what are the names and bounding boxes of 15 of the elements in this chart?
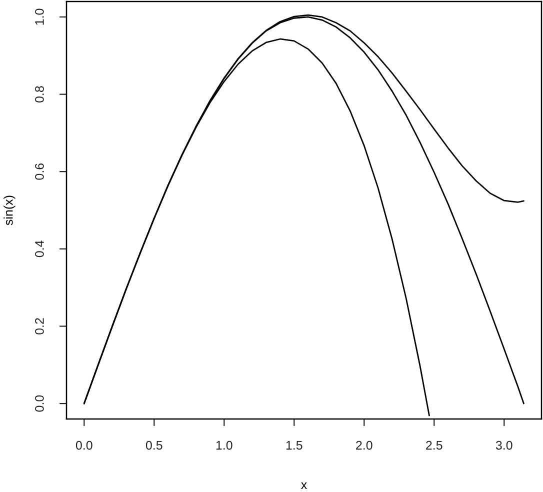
x-tick-label: 0.5 bbox=[146, 440, 162, 450]
y-tick-label: 0.2 bbox=[35, 318, 44, 334]
y-tick-label: 0.8 bbox=[35, 86, 44, 102]
y-tick-label: 1.0 bbox=[35, 8, 44, 25]
x-tick-label: 0.0 bbox=[76, 440, 92, 450]
x-tick-label: 2.5 bbox=[426, 440, 442, 450]
y-axis-title: sin(x) bbox=[4, 196, 16, 226]
x-tick-label: 1.5 bbox=[286, 440, 302, 450]
x-tick-label: 2.0 bbox=[356, 440, 372, 450]
y-tick-label: 0.4 bbox=[35, 240, 44, 258]
y-tick-label: 0.6 bbox=[35, 163, 44, 180]
x-axis-title: x bbox=[301, 482, 307, 490]
y-tick-label: 0.0 bbox=[35, 395, 44, 412]
x-tick-label: 1.0 bbox=[216, 440, 232, 450]
x-tick-label: 3.0 bbox=[496, 440, 512, 450]
